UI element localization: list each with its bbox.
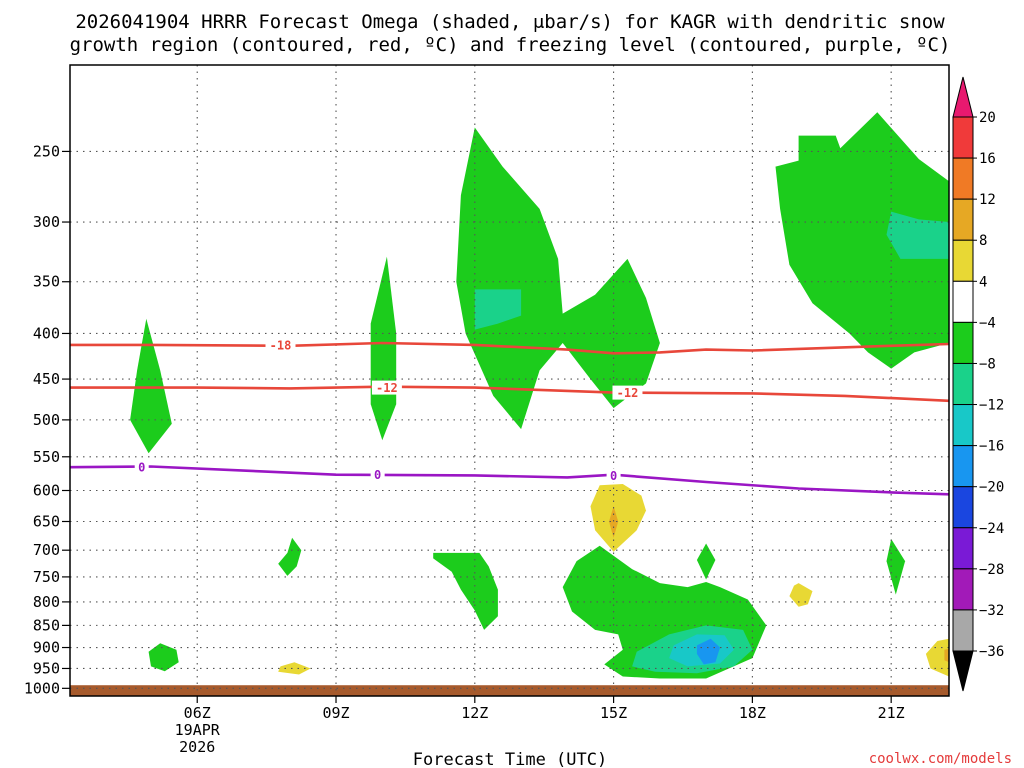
x-axis-label: Forecast Time (UTC) [413,750,607,768]
omega-region-7 [609,506,619,538]
contour-layer: -18 -12 -12 0 0 0 [70,337,949,496]
omega-region-20 [944,648,949,663]
omega-region-6 [590,484,646,552]
y-tick-label-300: 300 [33,213,60,231]
x-tick-label-12Z: 12Z [461,704,488,722]
contour-label-bg-5 [606,468,621,483]
omega-region-0 [130,318,172,454]
omega-region-4 [775,112,949,369]
omega-region-16 [789,583,813,607]
colorbar-tick-label-12: −32 [979,603,1004,619]
x-tick-label-09Z: 09Z [322,704,349,722]
omega-region-14 [696,543,716,580]
omega-region-3 [474,289,522,330]
chart-title-line1: 2026041904 HRRR Forecast Omega (shaded, … [75,11,945,33]
contour-label-4: 0 [374,468,381,482]
y-tick-label-1000: 1000 [24,679,60,697]
colorbar-top-arrow [952,76,974,118]
colorbar: 20 16 12 8 4 −4 −8 −12 −16 −20 −24 −28 −32 −36 [952,76,1004,692]
contour-line-1 [70,385,949,403]
omega-region-15 [886,539,906,595]
omega-region-8 [278,537,302,576]
y-tick-label-750: 750 [33,568,60,586]
contour-label-5: 0 [610,469,617,483]
y-tick-label-600: 600 [33,481,60,499]
colorbar-tick-label-0: 20 [979,110,996,126]
contour-label-bg-2 [612,385,643,400]
contour-label-bg-1 [371,380,402,395]
y-tick-label-450: 450 [33,370,60,388]
y-tick-label-950: 950 [33,659,60,677]
omega-region-17 [148,643,179,672]
y-tick-label-500: 500 [33,411,60,429]
credit-text: coolwx.com/models [869,751,1012,767]
colorbar-tick-label-1: 16 [979,151,996,167]
colorbar-tick-label-2: 12 [979,192,996,208]
omega-region-9 [433,552,498,630]
y-tick-label-800: 800 [33,593,60,611]
y-tick-label-400: 400 [33,324,60,342]
omega-region-18 [278,662,311,675]
contour-label-bg-3 [134,460,149,475]
chart-title-line2: growth region (contoured, red, ºC) and f… [70,34,951,56]
omega-region-19 [925,638,949,677]
x-tick-label-06Z: 06Z [184,704,211,722]
y-axis: 250 300 350 400 450 500 550 600 650 700 750 800 850 9… [24,142,70,697]
colorbar-cell-12 [952,609,974,652]
colorbar-tick-label-11: −28 [979,562,1004,578]
colorbar-cell-3 [952,239,974,282]
colorbar-cell-9 [952,486,974,529]
colorbar-cell-0 [952,116,974,159]
terrain-strip [70,685,949,696]
colorbar-tick-label-4: 4 [979,274,987,290]
omega-region-13 [696,638,720,665]
colorbar-tick-label-7: −12 [979,398,1004,414]
colorbar-tick-label-3: 8 [979,233,987,249]
colorbar-tick-label-5: −4 [979,315,996,331]
y-tick-label-850: 850 [33,616,60,634]
colorbar-tick-label-6: −8 [979,356,996,372]
x-tick-date: 19APR [175,721,221,739]
colorbar-cell-5 [952,321,974,364]
colorbar-cell-8 [952,445,974,488]
colorbar-cell-2 [952,198,974,241]
colorbar-cell-7 [952,404,974,447]
colorbar-cell-4 [952,280,974,323]
colorbar-cell-10 [952,527,974,570]
y-tick-label-350: 350 [33,273,60,291]
x-tick-year: 2026 [179,738,215,756]
x-tick-label-15Z: 15Z [600,704,627,722]
colorbar-tick-label-9: −20 [979,480,1004,496]
contour-label-1: -12 [376,381,398,395]
colorbar-cell-11 [952,568,974,611]
contour-label-2: -12 [617,386,639,400]
contour-label-3: 0 [138,461,145,475]
colorbar-cell-6 [952,362,974,406]
colorbar-cell-1 [952,157,974,200]
contour-label-0: -18 [270,338,292,352]
colorbar-tick-label-13: −36 [979,644,1004,660]
omega-region-2 [456,127,660,430]
colorbar-tick-label-10: −24 [979,521,1004,537]
omega-region-1 [370,256,397,441]
x-tick-label-18Z: 18Z [739,704,766,722]
x-tick-label-21Z: 21Z [878,704,905,722]
y-tick-label-900: 900 [33,639,60,657]
contour-line-2 [70,465,949,496]
contour-label-bg-0 [265,337,296,352]
colorbar-bottom-arrow [952,650,974,692]
y-tick-label-250: 250 [33,142,60,160]
plot-frame [69,64,950,697]
colorbar-tick-label-8: −16 [979,439,1004,455]
contour-label-bg-4 [370,467,385,482]
grid-layer [70,65,949,696]
y-tick-label-700: 700 [33,541,60,559]
y-tick-label-550: 550 [33,448,60,466]
omega-region-5 [886,211,949,259]
terrain-layer [70,685,949,696]
y-tick-label-650: 650 [33,512,60,530]
